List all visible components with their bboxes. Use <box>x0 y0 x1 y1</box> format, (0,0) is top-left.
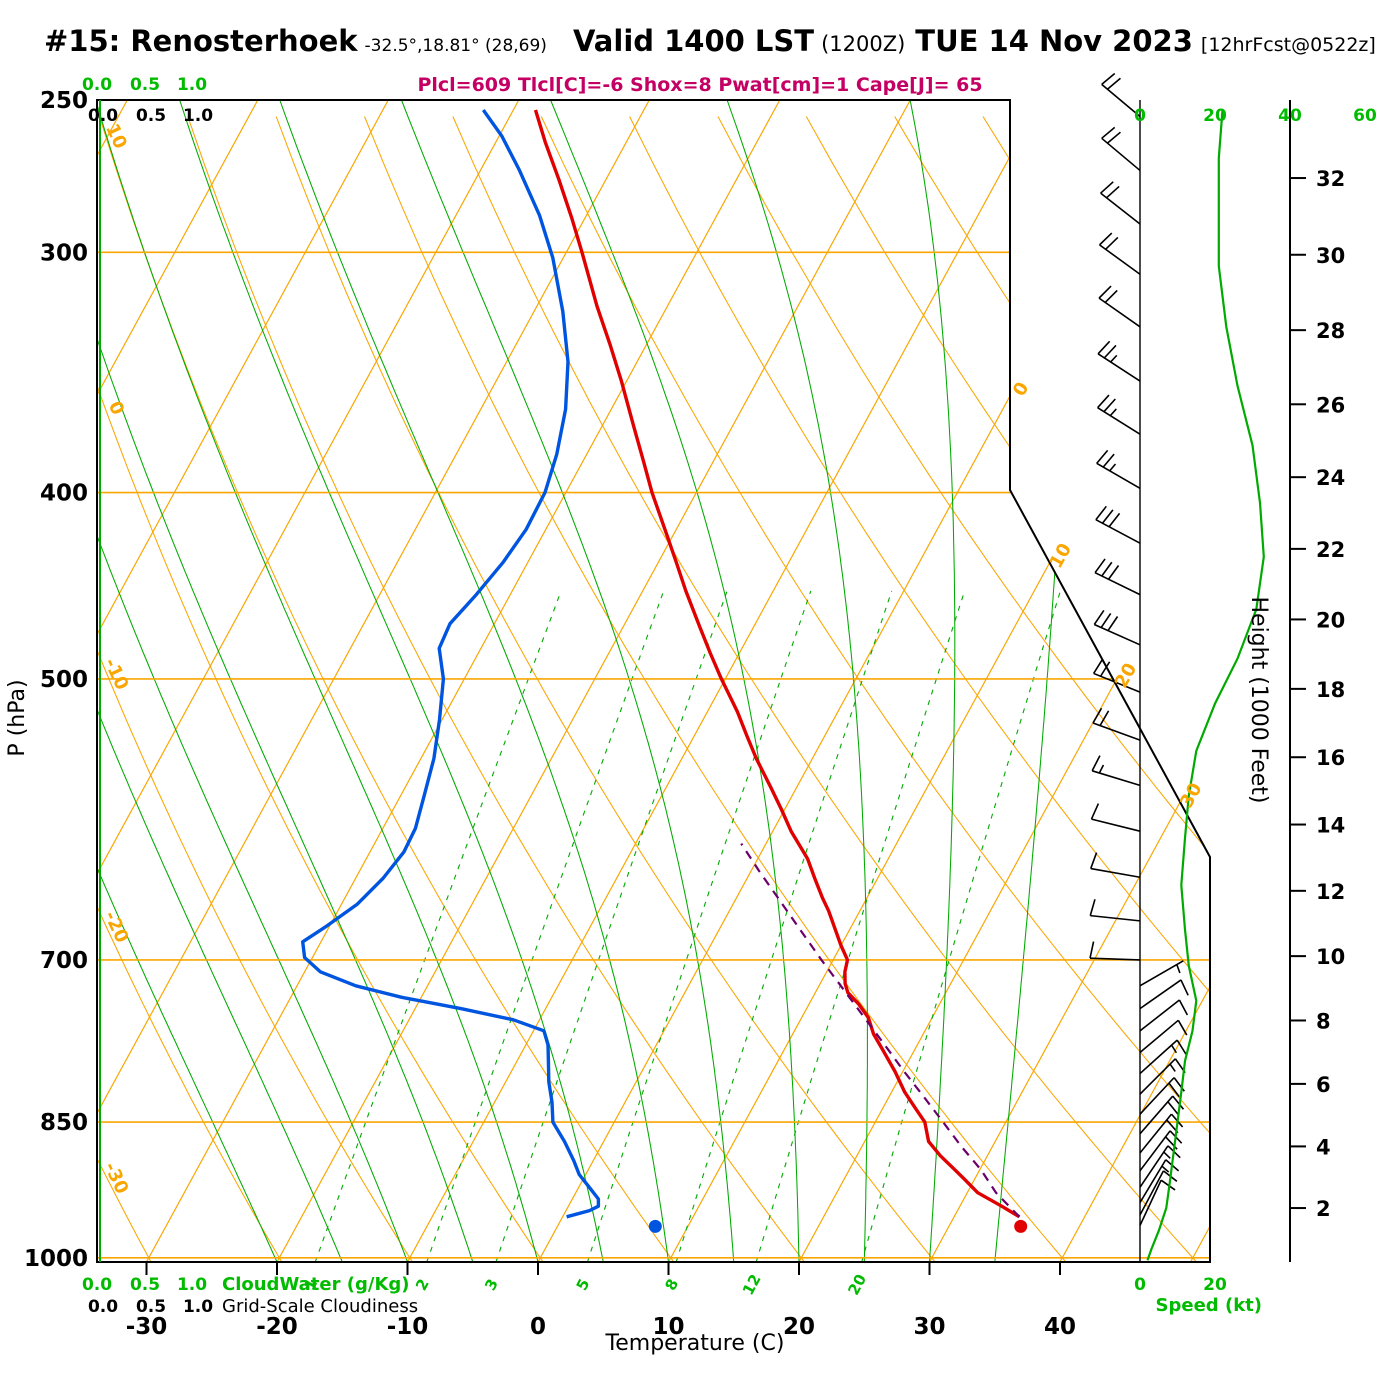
height-tick-label: 14 <box>1316 814 1345 838</box>
cloudwater-scale-bottom: 1.0 <box>177 1275 207 1295</box>
height-axis-label: Height (1000 Feet) <box>1246 596 1271 803</box>
wind-barbs <box>1089 72 1189 1226</box>
mixing-ratio-label: 3 <box>481 1276 502 1294</box>
temp-tick-label: -10 <box>387 1314 429 1340</box>
station-title: #15: Renosterhoek <box>44 24 358 58</box>
height-tick-label: 20 <box>1316 608 1345 632</box>
mixing-ratio-label: 20 <box>844 1271 870 1298</box>
background-grid <box>97 100 1210 1262</box>
cloudiness-scale-top: 1.0 <box>183 106 213 126</box>
height-tick-label: 18 <box>1316 678 1345 702</box>
pressure-tick-label: 250 <box>40 88 88 114</box>
mixing-ratio-label: 8 <box>661 1276 682 1294</box>
cloudwater-scale-bottom: 0.5 <box>130 1275 160 1295</box>
cloudwater-scale-top: 1.0 <box>177 75 207 95</box>
temp-tick-label: 0 <box>530 1314 546 1340</box>
height-tick-label: 4 <box>1316 1135 1331 1159</box>
dry-adiabat-label: -20 <box>100 908 133 946</box>
stability-indices: Plcl=609 Tlcl[C]=-6 Shox=8 Pwat[cm]=1 Ca… <box>417 74 983 96</box>
cloudwater-scale-bottom: 0.0 <box>82 1275 112 1295</box>
cloudiness-scale-bottom: 1.0 <box>183 1297 213 1317</box>
isotherm-label: 10 <box>1046 540 1077 572</box>
pressure-tick-label: 850 <box>40 1110 88 1136</box>
mixing-ratio-label: 5 <box>573 1276 594 1294</box>
pressure-tick-label: 300 <box>40 240 88 266</box>
dry-adiabat-label: -10 <box>100 655 133 693</box>
temp-tick-label: -30 <box>126 1314 168 1340</box>
speed-curve <box>1146 109 1265 1261</box>
valid-zulu: (1200Z) <box>821 32 906 56</box>
pressure-tick-label: 400 <box>40 481 88 507</box>
cloudwater-scale-top: 0.0 <box>82 75 112 95</box>
cloudwater-label: CloudWater (g/Kg) <box>222 1274 410 1295</box>
cloudiness-scale-top: 0.0 <box>88 106 118 126</box>
height-tick-label: 22 <box>1316 538 1345 562</box>
speed-scale-bottom: 20 <box>1203 1275 1227 1295</box>
dry-adiabat-label: -30 <box>100 1159 133 1197</box>
valid-date: TUE 14 Nov 2023 <box>915 24 1193 58</box>
surface-temp-dot <box>1014 1219 1028 1233</box>
temp-tick-label: 10 <box>652 1314 684 1340</box>
height-tick-label: 16 <box>1316 746 1345 770</box>
isotherm-label: 0 <box>1009 379 1033 400</box>
chart-header: #15: Renosterhoek -32.5°,18.81° (28,69) … <box>44 24 1384 58</box>
parcel-curve <box>740 842 1021 1218</box>
sounding-profiles <box>301 109 1021 1219</box>
cloudiness-scale-top: 0.5 <box>136 106 166 126</box>
height-tick-label: 24 <box>1316 466 1345 490</box>
speed-scale-top: 0 <box>1134 106 1146 126</box>
speed-scale-top: 60 <box>1353 106 1377 126</box>
surface-markers <box>648 1219 1028 1233</box>
pressure-tick-label: 1000 <box>24 1246 88 1272</box>
speed-scale-top: 40 <box>1278 106 1302 126</box>
dewpoint-curve <box>301 109 601 1219</box>
speed-scale-bottom: 0 <box>1134 1275 1146 1295</box>
pressure-axis-label: P (hPa) <box>5 679 30 756</box>
height-tick-label: 10 <box>1316 945 1345 969</box>
surface-dewpoint-dot <box>648 1219 662 1233</box>
temp-tick-label: 30 <box>913 1314 945 1340</box>
height-tick-label: 6 <box>1316 1073 1331 1097</box>
height-tick-label: 26 <box>1316 393 1345 417</box>
mixing-ratio-label: 12 <box>739 1271 765 1298</box>
height-tick-label: 2 <box>1316 1197 1331 1221</box>
station-coords: -32.5°,18.81° (28,69) <box>364 36 547 56</box>
cloudiness-scale-bottom: 0.0 <box>88 1297 118 1317</box>
valid-time: Valid 1400 LST <box>572 24 815 58</box>
height-tick-label: 12 <box>1316 880 1345 904</box>
mixing-ratio-label: 2 <box>412 1276 433 1294</box>
temp-axis-label: Temperature (C) <box>605 1331 785 1356</box>
cloudwater-scale-top: 0.5 <box>130 75 160 95</box>
height-tick-label: 32 <box>1316 167 1345 191</box>
isotherm-label: 30 <box>1176 779 1207 811</box>
height-tick-label: 28 <box>1316 319 1345 343</box>
speed-profile <box>99 100 1265 1262</box>
cloudiness-label: Grid-Scale Cloudiness <box>222 1296 418 1317</box>
temp-tick-label: -20 <box>256 1314 298 1340</box>
forecast-tag: [12hrFcst@0522z] <box>1200 34 1376 56</box>
speed-scale-top: 20 <box>1203 106 1227 126</box>
pressure-tick-label: 500 <box>40 667 88 693</box>
temp-tick-label: 40 <box>1044 1314 1076 1340</box>
temperature-curve <box>533 109 1021 1219</box>
height-tick-label: 8 <box>1316 1009 1331 1033</box>
temp-tick-label: 20 <box>783 1314 815 1340</box>
pressure-tick-label: 700 <box>40 948 88 974</box>
plot-frame <box>96 99 1211 1263</box>
speed-axis-label: Speed (kt) <box>1156 1295 1262 1316</box>
cloudiness-scale-bottom: 0.5 <box>136 1297 166 1317</box>
isotherm-label: 20 <box>1111 660 1142 692</box>
height-tick-label: 30 <box>1316 244 1345 268</box>
